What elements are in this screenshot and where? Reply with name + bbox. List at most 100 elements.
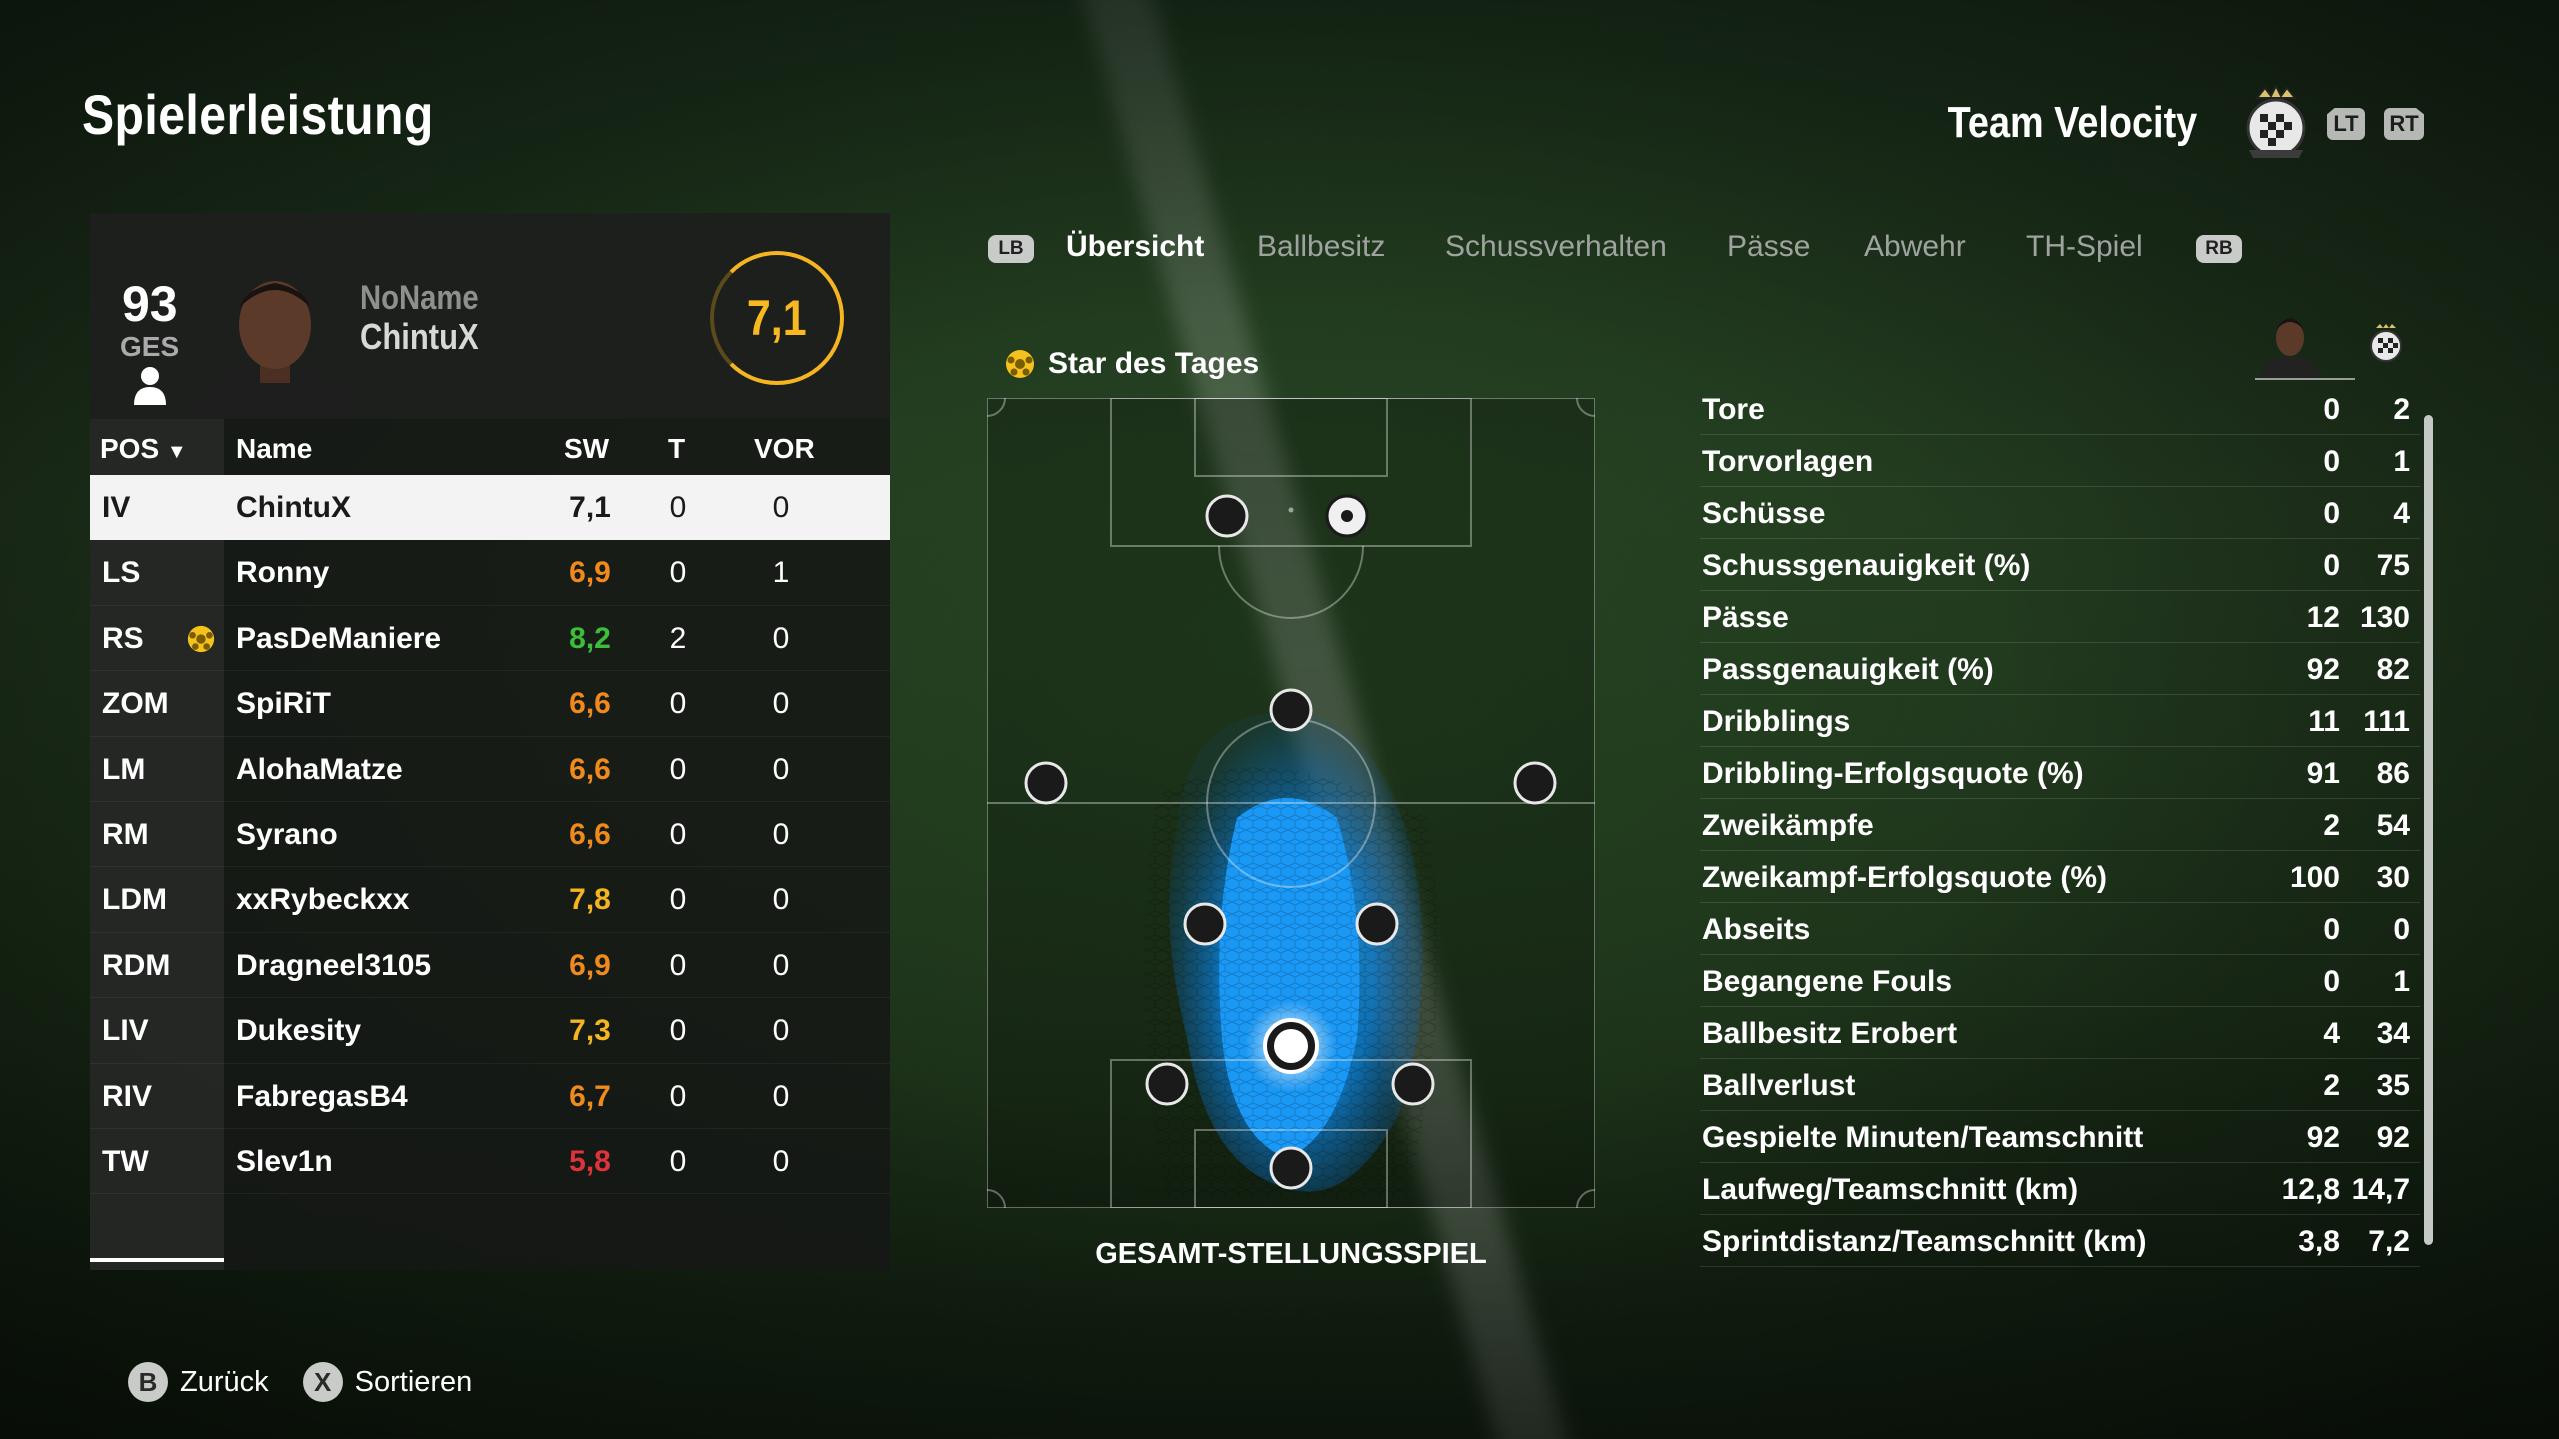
stat-player-value: 0 bbox=[2323, 549, 2340, 582]
stat-row: Laufweg/Teamschnitt (km) 12,8 14,7 bbox=[1700, 1163, 2420, 1215]
stat-team-value: 92 bbox=[2376, 1121, 2410, 1154]
table-row[interactable]: LIV Dukesity 7,3 0 0 bbox=[90, 998, 890, 1064]
row-rating: 6,6 bbox=[569, 752, 611, 786]
row-position: RDM bbox=[102, 948, 171, 982]
star-ball-icon bbox=[1006, 350, 1034, 378]
sort-label: Sortieren bbox=[354, 1365, 473, 1398]
row-rating: 6,6 bbox=[569, 687, 611, 721]
row-goals: 0 bbox=[669, 883, 687, 917]
header-vor: VOR bbox=[754, 433, 815, 464]
row-assists: 0 bbox=[772, 1014, 790, 1048]
sort-button[interactable]: X Sortieren bbox=[302, 1362, 473, 1402]
row-position: ZOM bbox=[102, 687, 169, 721]
table-row[interactable]: ZOM SpiRiT 6,6 0 0 bbox=[90, 671, 890, 737]
table-header: POS ▼ Name SW T VOR bbox=[90, 419, 890, 475]
tab-paesse[interactable]: Pässe bbox=[1727, 230, 1811, 263]
row-goals: 0 bbox=[669, 948, 687, 982]
row-player-name: PasDeManiere bbox=[236, 621, 442, 655]
player-name-primary: NoName bbox=[360, 279, 479, 317]
stat-row: Passgenauigkeit (%) 92 82 bbox=[1700, 643, 2420, 695]
stat-row: Sprintdistanz/Teamschnitt (km) 3,8 7,2 bbox=[1700, 1215, 2420, 1267]
row-goals: 0 bbox=[669, 1014, 687, 1048]
table-row[interactable]: RDM Dragneel3105 6,9 0 0 bbox=[90, 933, 890, 999]
row-position: TW bbox=[102, 1144, 149, 1178]
table-row[interactable]: RM Syrano 6,6 0 0 bbox=[90, 802, 890, 868]
tab-schussverhalten[interactable]: Schussverhalten bbox=[1445, 230, 1667, 263]
stat-team-value: 82 bbox=[2376, 653, 2410, 686]
player-avatar-icon bbox=[2260, 318, 2320, 378]
stat-row: Abseits 0 0 bbox=[1700, 903, 2420, 955]
rt-button[interactable]: RT bbox=[2384, 108, 2424, 140]
rb-button[interactable]: RB bbox=[2196, 235, 2242, 263]
overall-label: GES bbox=[120, 331, 180, 362]
row-position: IV bbox=[102, 491, 131, 524]
table-row[interactable]: IV ChintuX 7,1 0 0 bbox=[90, 475, 890, 541]
table-row[interactable]: LS Ronny 6,9 0 1 bbox=[90, 540, 890, 606]
position-column-bg bbox=[90, 419, 224, 1270]
stat-row: Gespielte Minuten/Teamschnitt 92 92 bbox=[1700, 1111, 2420, 1163]
match-rating: 7,1 bbox=[747, 290, 807, 346]
stat-player-value: 0 bbox=[2323, 497, 2340, 530]
table-row[interactable]: LM AlohaMatze 6,6 0 0 bbox=[90, 737, 890, 802]
comparison-icons bbox=[2260, 318, 2402, 378]
star-ball-icon bbox=[187, 625, 215, 652]
table-row[interactable]: RS PasDeManiere 8,2 2 0 bbox=[90, 606, 890, 672]
stat-team-value: 7,2 bbox=[2368, 1225, 2410, 1258]
stat-label: Dribblings bbox=[1702, 705, 1851, 738]
stat-label: Gespielte Minuten/Teamschnitt bbox=[1702, 1121, 2144, 1154]
row-player-name: Syrano bbox=[236, 817, 338, 851]
sort-pos-header[interactable]: POS ▼ bbox=[100, 433, 187, 465]
stat-player-value: 92 bbox=[2306, 653, 2340, 686]
tab-th-spiel[interactable]: TH-Spiel bbox=[2026, 230, 2143, 263]
row-player-name: SpiRiT bbox=[236, 687, 331, 721]
stat-label: Torvorlagen bbox=[1702, 445, 1874, 478]
lt-button[interactable]: LT bbox=[2327, 108, 2365, 140]
stat-row: Schussgenauigkeit (%) 0 75 bbox=[1700, 539, 2420, 591]
stat-label: Sprintdistanz/Teamschnitt (km) bbox=[1702, 1225, 2147, 1258]
position-heatmap-pitch bbox=[987, 398, 1595, 1208]
row-rating: 7,1 bbox=[569, 491, 611, 524]
stat-label: Laufweg/Teamschnitt (km) bbox=[1702, 1173, 2079, 1206]
team-crest-small-icon bbox=[2370, 324, 2402, 362]
stat-row: Torvorlagen 0 1 bbox=[1700, 435, 2420, 487]
stat-row: Begangene Fouls 0 1 bbox=[1700, 955, 2420, 1007]
row-rating: 6,9 bbox=[569, 556, 611, 590]
team-crest-icon bbox=[2246, 84, 2306, 158]
row-player-name: AlohaMatze bbox=[236, 752, 403, 786]
star-of-the-day: Star des Tages bbox=[1004, 347, 1259, 381]
x-button-icon: X bbox=[302, 1362, 343, 1402]
table-row[interactable]: TW Slev1n 5,8 0 0 bbox=[90, 1129, 890, 1195]
table-row[interactable]: RIV FabregasB4 6,7 0 0 bbox=[90, 1064, 890, 1129]
stat-player-value: 0 bbox=[2323, 965, 2340, 998]
stat-label: Pässe bbox=[1702, 601, 1789, 634]
row-assists: 0 bbox=[772, 491, 790, 524]
table-row[interactable]: LDM xxRybeckxx 7,8 0 0 bbox=[90, 867, 890, 933]
row-goals: 0 bbox=[669, 817, 687, 851]
player-photo bbox=[190, 281, 360, 419]
stat-player-value: 3,8 bbox=[2298, 1225, 2340, 1258]
tab-uebersicht[interactable]: Übersicht bbox=[1066, 230, 1205, 263]
row-goals: 0 bbox=[669, 1079, 687, 1113]
stat-team-value: 35 bbox=[2376, 1069, 2410, 1102]
stat-label: Tore bbox=[1702, 393, 1765, 426]
row-assists: 0 bbox=[772, 817, 790, 851]
sort-down-icon: ▼ bbox=[166, 441, 187, 463]
stat-row: Tore 0 2 bbox=[1700, 383, 2420, 435]
row-player-name: Slev1n bbox=[236, 1144, 333, 1178]
row-goals: 0 bbox=[669, 491, 687, 524]
stat-team-value: 34 bbox=[2376, 1017, 2410, 1050]
stat-team-value: 130 bbox=[2359, 601, 2410, 634]
player-header: 93 GES NoName ChintuX 7,1 bbox=[90, 213, 890, 419]
stat-row: Zweikampf-Erfolgsquote (%) 100 30 bbox=[1700, 851, 2420, 903]
stat-label: Dribbling-Erfolgsquote (%) bbox=[1702, 757, 2084, 790]
back-button[interactable]: B Zurück bbox=[128, 1362, 269, 1402]
tab-ballbesitz[interactable]: Ballbesitz bbox=[1257, 230, 1386, 263]
row-rating: 7,8 bbox=[569, 883, 611, 917]
lb-button[interactable]: LB bbox=[988, 235, 1034, 263]
tab-abwehr[interactable]: Abwehr bbox=[1864, 230, 1966, 263]
stat-team-value: 54 bbox=[2376, 809, 2410, 842]
row-position: LS bbox=[102, 556, 141, 590]
stat-label: Passgenauigkeit (%) bbox=[1702, 653, 1994, 686]
stats-scrollbar[interactable] bbox=[2424, 415, 2433, 1245]
stat-team-value: 111 bbox=[2363, 705, 2410, 738]
